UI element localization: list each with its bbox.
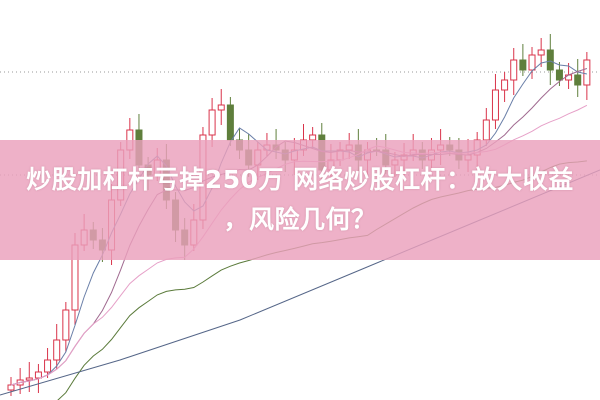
candle-body <box>555 69 563 81</box>
candle-body <box>7 384 15 391</box>
candle-body <box>34 371 42 379</box>
candle-body <box>62 309 70 341</box>
candle-body <box>208 109 216 136</box>
candle-body <box>44 359 52 373</box>
candle-body <box>546 49 554 71</box>
candle-body <box>53 339 61 361</box>
candle-body <box>217 104 225 111</box>
candle-body <box>519 59 527 71</box>
candle-body <box>482 119 490 141</box>
candle-body <box>491 89 499 121</box>
candle-body <box>565 74 573 81</box>
headline-banner: 炒股加杠杆亏掉250万 网络炒股杠杆：放大收益 ，风险几何？ <box>0 140 600 260</box>
candle-body <box>510 59 518 81</box>
candle-body <box>583 59 591 86</box>
candle-body <box>528 54 536 71</box>
candle-body <box>25 377 33 381</box>
candle-body <box>537 49 545 56</box>
candle-body <box>501 79 509 91</box>
candle-body <box>574 74 582 86</box>
headline-line-2: ，风险几何？ <box>223 205 377 234</box>
headline-line-1: 炒股加杠杆亏掉250万 网络炒股杠杆：放大收益 <box>26 165 574 194</box>
candle-body <box>226 104 234 141</box>
